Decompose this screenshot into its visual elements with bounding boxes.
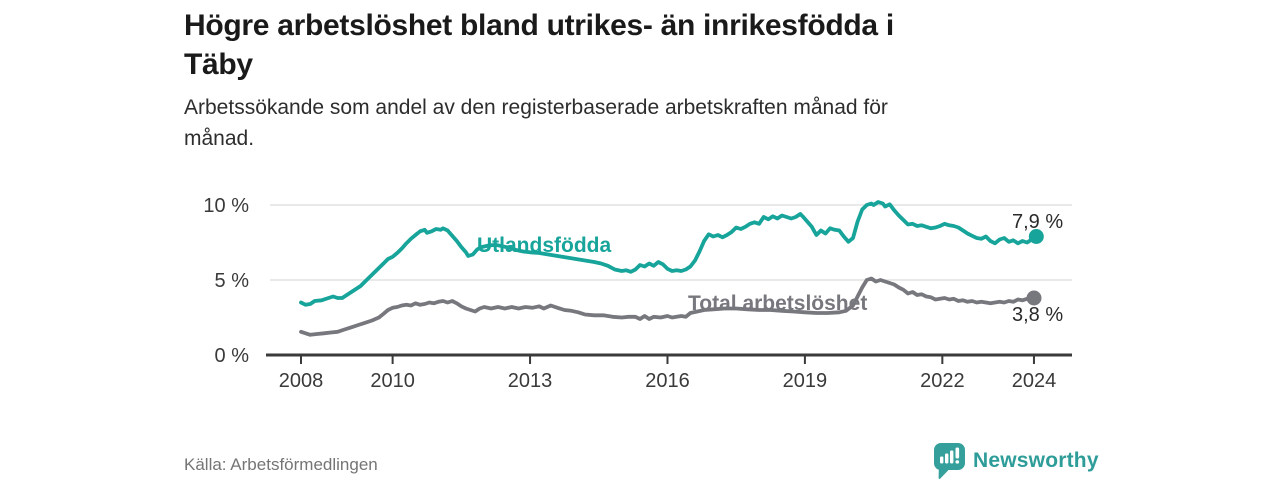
page-subtitle-line-2: månad. bbox=[184, 127, 255, 150]
x-tick-label: 2022 bbox=[920, 370, 965, 392]
end-value-total-arbetsloshet: 3,8 % bbox=[1012, 304, 1064, 326]
page-title-line-2: Täby bbox=[184, 48, 253, 81]
x-tick-label: 2016 bbox=[645, 370, 690, 392]
page-title: Högre arbetslöshet bland utrikes- än inr… bbox=[184, 6, 1104, 84]
source-note: Källa: Arbetsförmedlingen bbox=[184, 455, 378, 474]
y-tick-label: 0 % bbox=[215, 345, 250, 367]
page-title-line-1: Högre arbetslöshet bland utrikes- än inr… bbox=[184, 9, 894, 42]
x-tick-label: 2008 bbox=[279, 370, 324, 392]
newsworthy-logo[interactable]: Newsworthy bbox=[934, 443, 1099, 479]
y-tick-label: 5 % bbox=[215, 270, 250, 292]
series-label-total-arbetsloshet: Total arbetslöshet bbox=[688, 292, 868, 315]
newsworthy-wordmark: Newsworthy bbox=[973, 449, 1099, 472]
y-tick-label: 10 % bbox=[203, 195, 249, 217]
end-value-utlandsfodda: 7,9 % bbox=[1012, 211, 1064, 233]
series-label-utlandsfodda: Utlandsfödda bbox=[477, 234, 612, 257]
x-tick-label: 2013 bbox=[508, 370, 553, 392]
x-tick-label: 2024 bbox=[1012, 370, 1057, 392]
newsworthy-bubble-barchart-icon bbox=[934, 443, 965, 479]
page-subtitle-line-1: Arbetssökande som andel av den registerb… bbox=[184, 96, 888, 119]
x-tick-label: 2019 bbox=[783, 370, 828, 392]
series-line-utlandsfodda bbox=[299, 200, 1039, 307]
series-end-dot-utlandsfodda bbox=[1028, 229, 1044, 244]
page-subtitle: Arbetssökande som andel av den registerb… bbox=[184, 92, 1084, 154]
series-end-dot-total-arbetsloshet bbox=[1026, 290, 1042, 306]
series-line-total-arbetsloshet bbox=[299, 276, 1036, 337]
x-tick-label: 2010 bbox=[370, 370, 415, 392]
